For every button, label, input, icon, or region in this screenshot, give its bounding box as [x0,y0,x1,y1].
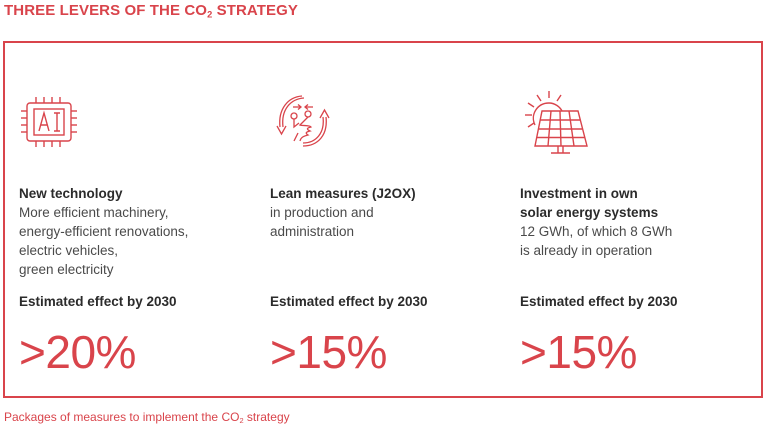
effect-value: >15% [520,326,637,378]
lever-description: in production and administration [270,203,374,241]
levers-frame: New technology More efficient machinery,… [3,41,763,398]
effect-value: >15% [270,326,387,378]
ai-chip-icon [19,83,79,155]
heading-line: New technology [19,186,123,201]
effect-value: >20% [19,326,136,378]
lean-process-hand-icon [270,83,330,155]
caption-text: Packages of measures to implement the CO [4,410,240,424]
caption-text-suffix: strategy [243,410,290,424]
description-line: electric vehicles, [19,243,119,258]
figure-caption: Packages of measures to implement the CO… [4,410,290,424]
page-title: THREE LEVERS OF THE CO2 STRATEGY [4,2,298,19]
heading-line: Lean measures (J2OX) [270,186,416,201]
lever-heading: New technology [19,184,123,203]
lever-description: 12 GWh, of which 8 GWh is already in ope… [520,222,672,260]
description-line: More efficient machinery, [19,205,169,220]
description-line: green electricity [19,262,114,277]
title-text: THREE LEVERS OF THE CO [4,2,208,19]
effect-label: Estimated effect by 2030 [19,294,177,309]
description-line: administration [270,224,355,239]
effect-label: Estimated effect by 2030 [520,294,678,309]
lever-solar-investment: Investment in own solar energy systems 1… [520,43,760,396]
caption-subscript: 2 [239,415,244,425]
title-text-suffix: STRATEGY [212,2,298,19]
lever-heading: Investment in own solar energy systems [520,184,658,222]
effect-label: Estimated effect by 2030 [270,294,428,309]
solar-panel-icon [520,83,588,155]
description-line: energy-efficient renovations, [19,224,189,239]
lever-heading: Lean measures (J2OX) [270,184,416,203]
description-line: 12 GWh, of which 8 GWh [520,224,673,239]
lever-lean-measures: Lean measures (J2OX) in production and a… [270,43,510,396]
heading-line: solar energy systems [520,205,659,220]
title-subscript: 2 [207,9,213,20]
description-line: is already in operation [520,243,653,258]
lever-new-technology: New technology More efficient machinery,… [19,43,259,396]
lever-description: More efficient machinery, energy-efficie… [19,203,188,279]
heading-line: Investment in own [520,186,638,201]
description-line: in production and [270,205,374,220]
